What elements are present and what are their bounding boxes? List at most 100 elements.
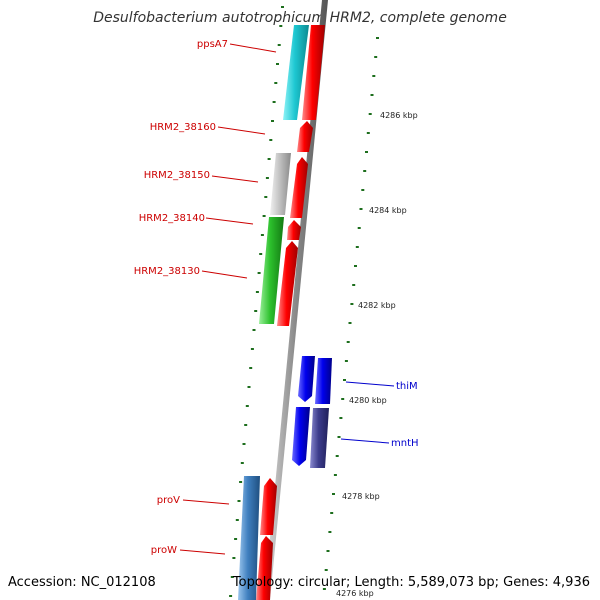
gene-red-1[interactable]	[302, 25, 325, 120]
label-thiM[interactable]: thiM	[396, 381, 418, 392]
gene-hrm2-38150[interactable]	[270, 153, 291, 215]
tick-mark	[376, 37, 379, 39]
tick-mark	[366, 132, 370, 134]
tick-mark	[350, 303, 354, 305]
tick-mark	[322, 588, 326, 590]
tick-mark	[348, 322, 352, 324]
tick-mark	[359, 208, 363, 210]
leader-38140	[205, 217, 254, 225]
gene-mntH-a[interactable]	[292, 407, 310, 466]
tick-mark	[328, 531, 332, 533]
tick-mark	[335, 455, 339, 457]
label-proW[interactable]: proW	[151, 545, 177, 556]
scale-label-4282: 4282 kbp	[358, 301, 396, 310]
gene-red-5[interactable]	[277, 241, 298, 326]
tick-mark	[374, 56, 378, 58]
label-mntH[interactable]: mntH	[391, 438, 419, 449]
tick-mark	[237, 500, 241, 502]
tick-mark	[234, 538, 238, 540]
tick-mark	[242, 443, 246, 445]
leader-38150	[211, 175, 259, 183]
tick-mark	[352, 284, 356, 286]
tick-mark	[272, 101, 276, 103]
gene-thiM-b[interactable]	[315, 358, 332, 404]
tick-mark	[230, 576, 234, 578]
chromosome-backbone	[264, 0, 328, 600]
tick-mark	[363, 170, 367, 172]
leader-thiM	[345, 381, 395, 387]
gene-red-4[interactable]	[287, 220, 301, 240]
leader-proW	[179, 549, 226, 555]
tick-mark	[324, 569, 328, 571]
tick-mark	[372, 75, 376, 77]
tick-mark	[235, 519, 239, 521]
tick-mark	[265, 177, 269, 179]
gene-red-2[interactable]	[297, 121, 313, 152]
tick-mark	[267, 158, 271, 160]
tick-mark	[254, 310, 258, 312]
tick-mark	[277, 44, 281, 46]
scale-label-4286: 4286 kbp	[380, 111, 418, 120]
leader-proV	[182, 499, 230, 505]
tick-mark	[370, 94, 374, 96]
gene-thiM-a[interactable]	[298, 356, 315, 402]
tick-mark	[249, 367, 253, 369]
gene-ppsA7[interactable]	[283, 25, 309, 120]
tick-mark	[343, 379, 346, 381]
gene-red-prov[interactable]	[260, 478, 277, 535]
tick-mark	[232, 557, 236, 559]
tick-mark	[365, 151, 368, 153]
tick-mark	[337, 436, 341, 438]
label-ppsA7[interactable]: ppsA7	[197, 39, 228, 50]
tick-marks	[229, 6, 379, 597]
leader-mntH	[340, 438, 390, 444]
gene-labels: ppsA7 HRM2_38160 HRM2_38150 HRM2_38140 H…	[134, 39, 419, 556]
tick-mark	[326, 550, 330, 552]
label-hrm2-38130[interactable]: HRM2_38130	[134, 266, 200, 277]
tick-mark	[341, 398, 345, 400]
tick-mark	[244, 424, 248, 426]
tick-mark	[274, 82, 278, 84]
gene-red-prow[interactable]	[256, 536, 273, 600]
reverse-strand-genes	[238, 25, 309, 600]
tick-mark	[339, 417, 343, 419]
tick-mark	[279, 25, 283, 27]
tick-mark	[262, 215, 266, 217]
tick-mark	[264, 196, 268, 198]
scale-label-4278: 4278 kbp	[342, 492, 380, 501]
label-hrm2-38150[interactable]: HRM2_38150	[144, 170, 210, 181]
forward-strand-genes	[256, 25, 325, 600]
gene-prov-prow[interactable]	[238, 476, 260, 600]
scale-label-4284: 4284 kbp	[369, 206, 407, 215]
tick-mark	[276, 63, 279, 65]
label-leaders	[179, 43, 395, 555]
gene-hrm2-38140[interactable]	[259, 217, 284, 324]
tick-mark	[361, 189, 365, 191]
tick-mark	[259, 253, 263, 255]
leader-38160	[217, 126, 266, 135]
label-hrm2-38140[interactable]: HRM2_38140	[139, 213, 205, 224]
scale-label-4280: 4280 kbp	[349, 396, 387, 405]
gene-mntH-b[interactable]	[310, 408, 329, 468]
label-hrm2-38160[interactable]: HRM2_38160	[150, 122, 216, 133]
tick-mark	[346, 341, 350, 343]
accession-text: Accession: NC_012108	[8, 575, 156, 590]
tick-mark	[281, 6, 284, 8]
topology-text: Topology: circular; Length: 5,589,073 bp…	[232, 575, 590, 590]
leader-38130	[201, 270, 248, 279]
tick-mark	[257, 272, 261, 274]
tick-mark	[240, 462, 244, 464]
tick-mark	[247, 386, 251, 388]
tick-mark	[255, 291, 259, 293]
tick-mark	[357, 227, 361, 229]
tick-mark	[252, 329, 256, 331]
tick-mark	[260, 234, 264, 236]
scale-label-4276: 4276 kbp	[336, 589, 374, 598]
tick-mark	[269, 139, 273, 141]
tick-mark	[368, 113, 372, 115]
tick-mark	[344, 360, 348, 362]
tick-mark	[271, 120, 274, 122]
gene-red-3[interactable]	[290, 157, 308, 218]
label-proV[interactable]: proV	[157, 495, 180, 506]
